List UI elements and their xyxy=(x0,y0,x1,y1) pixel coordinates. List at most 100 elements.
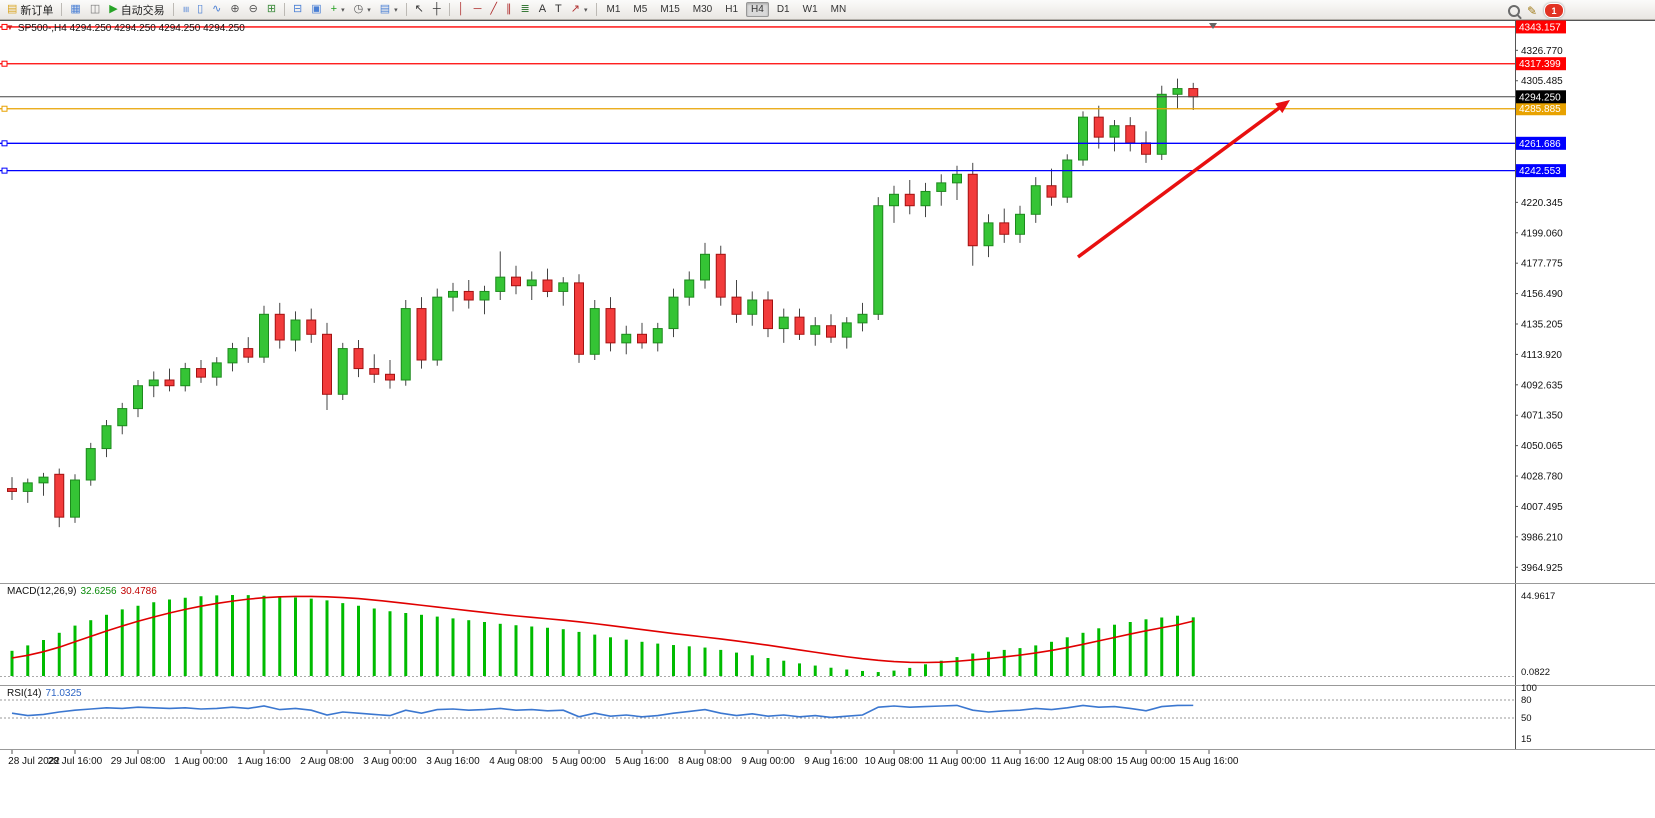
toolbar-separator xyxy=(448,3,450,16)
chart-window: 4326.7704305.4854284.2004262.9154241.630… xyxy=(0,20,1655,818)
timeframe-d1-button[interactable]: D1 xyxy=(776,4,790,15)
timeframe-m30-button[interactable]: M30 xyxy=(692,4,713,15)
arrows-tool-button-glyph: ↗ xyxy=(570,3,580,15)
templates-button[interactable]: ▤ ▾ xyxy=(376,0,402,19)
price-axis-tick: 4156.490 xyxy=(1521,289,1563,300)
channel-icon[interactable]: ∥ xyxy=(502,0,516,19)
dropdown-arrow-icon: ▾ xyxy=(341,6,345,14)
add-indicator-button[interactable]: + ▾ xyxy=(327,0,349,19)
timeframe-m1-button[interactable]: M1 xyxy=(606,4,621,15)
toolbar-separator xyxy=(172,3,174,16)
price-axis-tick: 3986.210 xyxy=(1521,532,1563,543)
arrange-windows-icon-glyph: ⊟ xyxy=(293,3,303,15)
chart-shift-marker[interactable] xyxy=(1209,23,1217,29)
zoom-in-icon[interactable]: ⊕ xyxy=(226,0,243,19)
crosshair-icon-glyph: ┼ xyxy=(432,3,441,15)
candlestick-chart-icon-glyph: ▯ xyxy=(197,3,204,15)
data-window-icon-glyph: ◫ xyxy=(89,3,101,15)
horizontal-line-icon[interactable]: ─ xyxy=(470,0,486,19)
time-axis-label: 9 Aug 00:00 xyxy=(741,756,795,767)
periods-button-glyph: ◷ xyxy=(353,3,364,15)
trendline-icon-glyph: ╱ xyxy=(490,3,497,15)
price-axis-tick: 4071.350 xyxy=(1521,411,1563,422)
timeframe-mn-button[interactable]: MN xyxy=(830,4,847,15)
arrows-tool-button[interactable]: ↗ ▾ xyxy=(567,0,592,19)
price-axis-tick: 4050.065 xyxy=(1521,441,1563,452)
line-handle[interactable] xyxy=(1,105,8,112)
horizontal-line-object[interactable] xyxy=(0,140,1515,147)
price-scale[interactable] xyxy=(1515,20,1655,749)
candlestick-series xyxy=(7,78,1199,528)
candlestick-chart-icon[interactable]: ▯ xyxy=(193,0,207,19)
price-axis-tick: 4305.485 xyxy=(1521,76,1563,87)
horizontal-line-object[interactable] xyxy=(0,167,1515,174)
price-axis-tick: 4177.775 xyxy=(1521,259,1563,270)
line-handle[interactable] xyxy=(1,23,8,30)
time-axis-label: 15 Aug 16:00 xyxy=(1180,756,1239,767)
time-axis-label: 28 Jul 2022 xyxy=(8,756,60,767)
line-handle[interactable] xyxy=(1,60,8,67)
market-watch-icon[interactable]: ▦ xyxy=(66,0,84,19)
main-toolbar: ▤ 新订单 ▦ ◫ ▶ 自动交易 ≡ ▯ ∿ ⊕ ⊖ ⊞ ⊟ ▣ + ▾ ◷ ▾ ▤ ▾ ↖ ┼ │ ─ ╱ ∥ ≣ A T ↗ ▾ M1 M5… xyxy=(0,0,1655,20)
text-label-icon[interactable]: T xyxy=(551,0,566,19)
auto-trading-button[interactable]: ▶ 自动交易 xyxy=(105,0,168,19)
toolbar-right-icons: ✎ 1 xyxy=(1508,3,1565,18)
timeframe-h1-button[interactable]: H1 xyxy=(725,4,739,15)
periods-button[interactable]: ◷ ▾ xyxy=(350,0,375,19)
line-handle[interactable] xyxy=(1,140,8,147)
toolbar-separator xyxy=(405,3,407,16)
vertical-line-icon[interactable]: │ xyxy=(454,0,469,19)
time-axis-label: 5 Aug 00:00 xyxy=(552,756,606,767)
cursor-icon[interactable]: ↖ xyxy=(411,0,428,19)
tile-windows-icon[interactable]: ⊞ xyxy=(263,0,280,19)
toolbar-separator xyxy=(284,3,286,16)
timeframe-h4-button[interactable]: H4 xyxy=(746,2,769,17)
line-chart-icon[interactable]: ∿ xyxy=(208,0,225,19)
macd-axis-max: 44.9617 xyxy=(1521,591,1555,602)
text-icon[interactable]: A xyxy=(535,0,550,19)
price-axis-tick: 4007.495 xyxy=(1521,502,1563,513)
rsi-name: RSI(14) xyxy=(7,688,42,699)
text-label-icon-glyph: T xyxy=(555,3,562,15)
bar-chart-icon[interactable]: ≡ xyxy=(178,0,192,19)
horizontal-line-object[interactable] xyxy=(0,105,1515,112)
horizontal-line-object[interactable] xyxy=(0,23,1515,30)
arrange-windows-icon[interactable]: ⊟ xyxy=(289,0,306,19)
timeframe-m15-button[interactable]: M15 xyxy=(660,4,680,15)
channel-icon-glyph: ∥ xyxy=(505,3,512,15)
notification-badge[interactable]: 1 xyxy=(1544,3,1565,18)
trendline-icon[interactable]: ╱ xyxy=(486,0,501,19)
timeframe-w1-button[interactable]: W1 xyxy=(802,4,818,15)
macd-indicator-label: MACD(12,26,9) 32.6256 30.4786 xyxy=(7,586,157,597)
edit-pencil-icon[interactable]: ✎ xyxy=(1527,3,1538,18)
rsi-axis-tick: 50 xyxy=(1521,713,1532,724)
chart-title-text: SP500-,H4 4294.250 4294.250 4294.250 429… xyxy=(17,23,245,34)
new-order-button[interactable]: ▤ 新订单 xyxy=(3,0,57,19)
macd-signal-line xyxy=(11,595,1194,664)
time-scale[interactable] xyxy=(0,750,1515,768)
trend-arrow-annotation[interactable] xyxy=(1076,100,1290,259)
timeframe-m5-button[interactable]: M5 xyxy=(633,4,648,15)
price-label-text: 4261.686 xyxy=(1519,139,1561,150)
cascade-windows-icon[interactable]: ▣ xyxy=(307,0,325,19)
chart-title-bar[interactable]: ▼ SP500-,H4 4294.250 4294.250 4294.250 42… xyxy=(6,23,245,34)
search-icon[interactable] xyxy=(1508,4,1520,17)
macd-name: MACD(12,26,9) xyxy=(7,586,77,597)
price-axis-tick: 4199.060 xyxy=(1521,228,1563,239)
time-axis-label: 5 Aug 16:00 xyxy=(615,756,669,767)
line-handle[interactable] xyxy=(1,167,8,174)
data-window-icon[interactable]: ◫ xyxy=(86,0,104,19)
horizontal-line-object[interactable] xyxy=(0,60,1515,67)
zoom-in-icon-glyph: ⊕ xyxy=(230,3,240,15)
time-axis-label: 9 Aug 16:00 xyxy=(804,756,858,767)
time-axis-label: 2 Aug 08:00 xyxy=(300,756,354,767)
crosshair-icon[interactable]: ┼ xyxy=(429,0,445,19)
price-label-box xyxy=(1516,20,1566,34)
dropdown-arrow-icon: ▾ xyxy=(584,6,588,14)
price-label-box xyxy=(1516,57,1566,71)
zoom-out-icon[interactable]: ⊖ xyxy=(245,0,262,19)
macd-main-value: 32.6256 xyxy=(80,586,117,597)
chart-collapse-icon[interactable]: ▼ xyxy=(6,23,14,32)
toolbar-separator xyxy=(595,3,597,16)
fibonacci-icon[interactable]: ≣ xyxy=(516,0,533,19)
